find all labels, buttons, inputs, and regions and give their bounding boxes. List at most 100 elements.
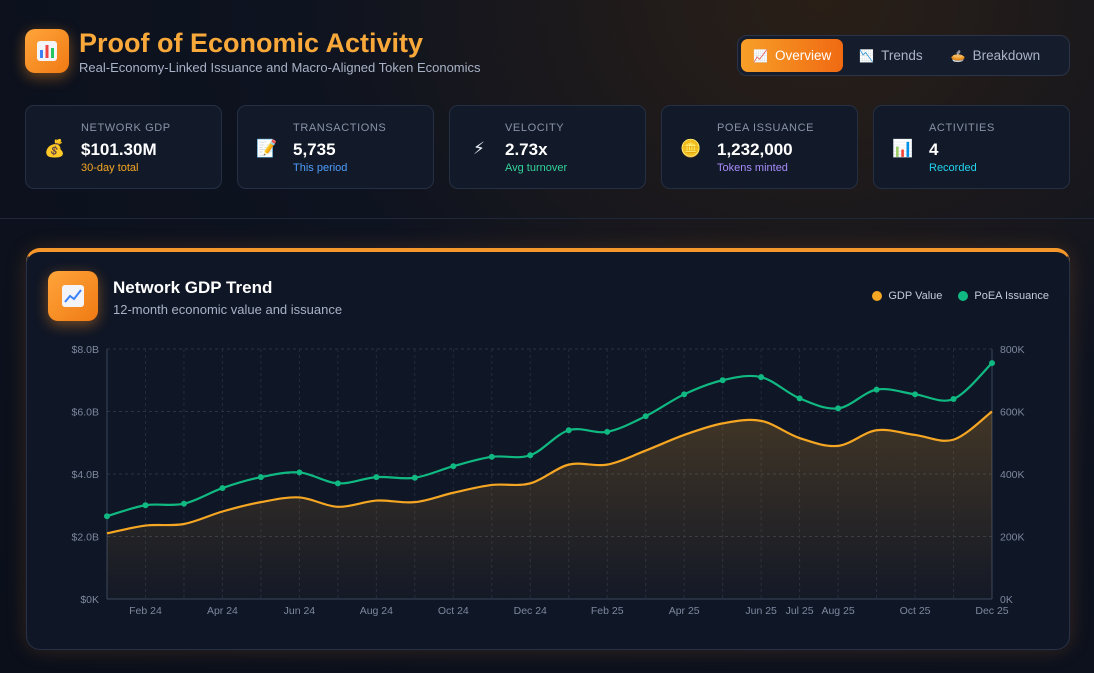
- stat-value: 2.73x: [505, 140, 548, 159]
- legend-swatch: [872, 291, 883, 301]
- tab-label: Trends: [881, 48, 923, 63]
- bar-chart-icon: [25, 29, 69, 73]
- x-tick-label: Jul 25: [786, 605, 814, 617]
- issuance-point: [450, 463, 457, 470]
- issuance-line: [106, 362, 993, 518]
- issuance-point: [681, 391, 688, 398]
- x-tick-label: Dec 24: [514, 605, 547, 617]
- stat-card-velocity: ⚡ VELOCITY 2.73x Avg turnover: [449, 105, 646, 189]
- y-right-tick-label: 200K: [1000, 532, 1025, 544]
- stat-value: 5,735: [293, 140, 336, 159]
- legend-item-gdp[interactable]: GDP Value: [872, 290, 942, 302]
- chart-subtitle: 12-month economic value and issuance: [113, 302, 343, 317]
- stat-subtext: This period: [293, 162, 348, 174]
- tab-trends[interactable]: 📉 Trends: [847, 39, 934, 72]
- tab-breakdown[interactable]: 🥧 Breakdown: [939, 39, 1053, 72]
- gdp-trend-card: Network GDP Trend 12-month economic valu…: [26, 249, 1070, 650]
- bar-chart-icon: 📊: [892, 139, 914, 158]
- issuance-point: [488, 453, 495, 460]
- legend-label: PoEA Issuance: [974, 290, 1049, 302]
- issuance-point: [527, 452, 534, 459]
- legend-label: GDP Value: [888, 290, 943, 302]
- issuance-point: [796, 395, 803, 402]
- lightning-icon: ⚡: [473, 139, 485, 158]
- tab-overview[interactable]: 📈 Overview: [741, 39, 844, 72]
- issuance-point: [104, 513, 110, 520]
- chart-title: Network GDP Trend: [113, 278, 273, 297]
- stat-value: $101.30M: [81, 140, 157, 159]
- issuance-point: [912, 391, 919, 398]
- stat-label: ACTIVITIES: [929, 122, 995, 134]
- stat-card-network-gdp: 💰 NETWORK GDP $101.30M 30-day total: [25, 105, 222, 189]
- x-tick-label: Apr 25: [669, 605, 700, 617]
- legend-swatch: [958, 291, 969, 301]
- stat-subtext: Tokens minted: [717, 162, 788, 174]
- memo-icon: 📝: [256, 139, 278, 158]
- issuance-point: [719, 377, 726, 384]
- view-tabs: 📈 Overview 📉 Trends 🥧 Breakdown: [737, 35, 1070, 76]
- issuance-point: [296, 469, 303, 476]
- section-divider: [0, 218, 1094, 219]
- stat-subtext: Avg turnover: [505, 162, 568, 174]
- x-tick-label: Jun 24: [284, 605, 316, 617]
- page-header: Proof of Economic Activity Real-Economy-…: [25, 28, 1070, 80]
- x-tick-label: Aug 24: [360, 605, 393, 617]
- gdp-line: [106, 410, 993, 535]
- chart-up-icon: [48, 271, 98, 321]
- y-left-tick-label: $0K: [80, 594, 99, 606]
- issuance-point: [642, 413, 649, 420]
- issuance-point: [142, 502, 149, 509]
- gdp-line-chart: $0K 0K $2.0B 200K $4.0B 400K $6.0B 600K $8.0B 800…: [72, 344, 1025, 617]
- coin-icon: 🪙: [680, 139, 702, 158]
- issuance-point: [835, 405, 842, 412]
- chart-down-icon: 📉: [859, 48, 875, 63]
- x-tick-label: Jun 25: [745, 605, 777, 617]
- tab-label: Overview: [774, 48, 832, 63]
- x-tick-label: Oct 25: [900, 605, 931, 617]
- stat-card-poea-issuance: 🪙 POEA ISSUANCE 1,232,000 Tokens minted: [661, 105, 858, 189]
- stat-label: NETWORK GDP: [81, 122, 171, 134]
- stat-label: TRANSACTIONS: [293, 122, 387, 134]
- issuance-point: [758, 374, 765, 381]
- x-tick-label: Dec 25: [975, 605, 1008, 617]
- pie-icon: 🥧: [950, 48, 966, 63]
- page-title: Proof of Economic Activity: [79, 28, 424, 58]
- x-tick-label: Feb 24: [129, 605, 162, 617]
- y-left-tick-label: $4.0B: [72, 469, 99, 481]
- stat-label: POEA ISSUANCE: [717, 122, 815, 134]
- issuance-point: [873, 386, 880, 393]
- stat-subtext: Recorded: [929, 162, 977, 174]
- y-right-tick-label: 0K: [1000, 594, 1013, 606]
- y-right-tick-label: 600K: [1000, 407, 1025, 419]
- x-tick-label: Apr 24: [207, 605, 238, 617]
- issuance-point: [411, 474, 418, 481]
- issuance-point: [604, 428, 611, 435]
- legend-item-issuance[interactable]: PoEA Issuance: [958, 290, 1049, 302]
- issuance-point: [257, 474, 264, 481]
- chart-legend: GDP Value PoEA Issuance: [872, 290, 1049, 302]
- issuance-point: [334, 480, 341, 487]
- stat-card-activities: 📊 ACTIVITIES 4 Recorded: [873, 105, 1070, 189]
- stat-card-transactions: 📝 TRANSACTIONS 5,735 This period: [237, 105, 434, 189]
- stat-subtext: 30-day total: [81, 162, 139, 174]
- gdp-area: [107, 411, 992, 599]
- chart-up-icon: 📈: [753, 48, 768, 63]
- issuance-point: [950, 396, 957, 402]
- y-left-tick-label: $6.0B: [72, 407, 99, 419]
- y-right-tick-label: 800K: [1000, 344, 1025, 356]
- stat-label: VELOCITY: [505, 122, 565, 134]
- y-left-tick-label: $2.0B: [72, 532, 99, 544]
- y-right-tick-label: 400K: [1000, 469, 1025, 481]
- stat-value: 4: [929, 140, 939, 159]
- issuance-point: [565, 427, 572, 434]
- money-bag-icon: 💰: [44, 139, 66, 158]
- tab-label: Breakdown: [972, 48, 1041, 63]
- stat-value: 1,232,000: [717, 140, 793, 159]
- x-tick-label: Aug 25: [821, 605, 854, 617]
- issuance-point: [373, 474, 380, 481]
- issuance-point: [180, 500, 187, 507]
- issuance-point: [219, 485, 226, 492]
- x-tick-label: Oct 24: [438, 605, 469, 617]
- x-tick-label: Feb 25: [591, 605, 624, 617]
- issuance-point: [989, 360, 995, 367]
